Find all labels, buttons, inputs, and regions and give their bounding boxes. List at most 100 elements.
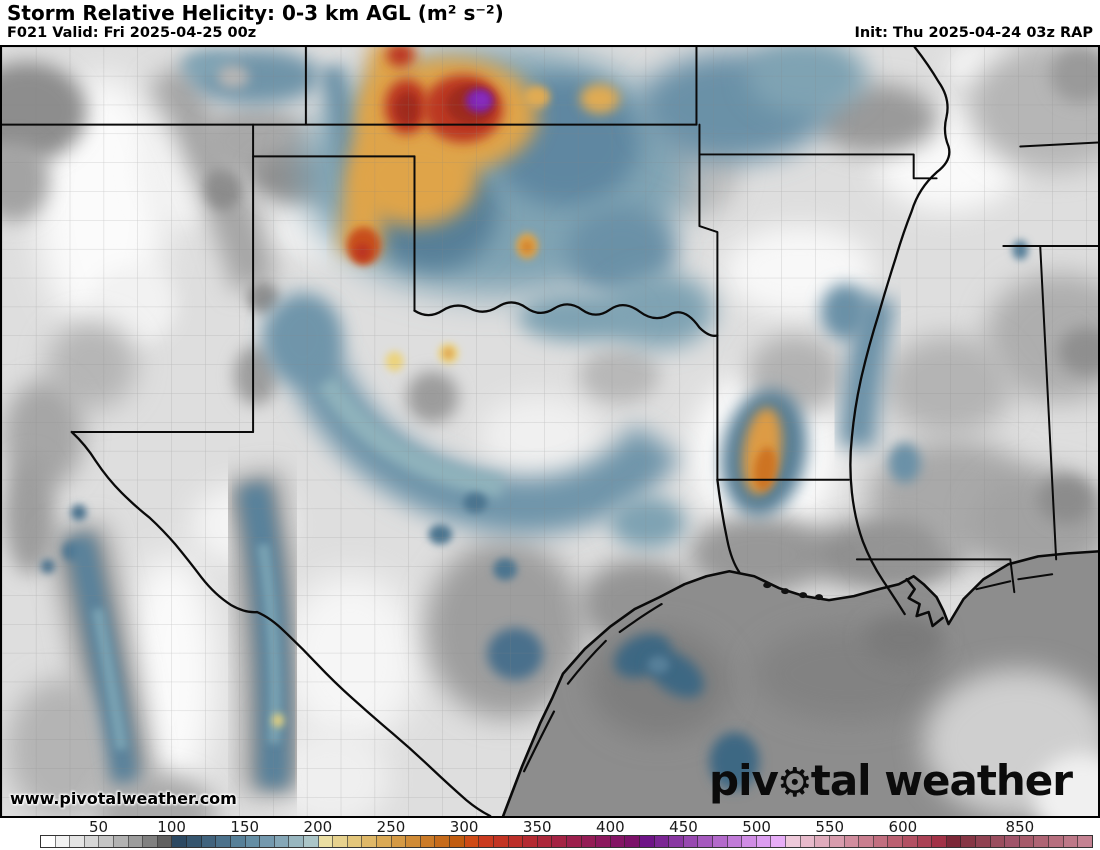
colorbar-cell xyxy=(698,836,714,847)
colorbar-tick-label: 200 xyxy=(303,818,333,836)
colorbar-tick-label: 550 xyxy=(815,818,845,836)
colorbar-cell xyxy=(289,836,304,847)
colorbar-cell xyxy=(639,836,655,847)
pivotal-weather-logo: piv⚙tal weather xyxy=(709,760,1073,804)
colorbar-cell xyxy=(157,836,173,847)
colorbar-cell xyxy=(55,836,71,847)
colorbar-tick-labels: 50 100 150 200 250 300 350 400 450 500 550 600 850 xyxy=(40,818,1093,836)
colorbar-cell xyxy=(493,836,509,847)
colorbar-cell xyxy=(756,836,772,847)
colorbar-cell xyxy=(990,836,1006,847)
colorbar-cell xyxy=(479,836,494,847)
page-title: Storm Relative Helicity: 0-3 km AGL (m² … xyxy=(7,1,504,25)
colorbar-cell xyxy=(303,836,319,847)
colorbar-cell xyxy=(362,836,378,847)
colorbar-cell xyxy=(201,836,217,847)
colorbar-cell xyxy=(552,836,567,847)
colorbar-cell xyxy=(1078,836,1092,847)
rivers xyxy=(70,47,951,816)
colorbar-tick-label: 850 xyxy=(1005,818,1035,836)
colorbar-cell xyxy=(230,836,246,847)
colorbar-cell xyxy=(829,836,845,847)
colorbar-cell xyxy=(41,836,56,847)
header: Storm Relative Helicity: 0-3 km AGL (m² … xyxy=(0,0,1100,45)
watermark-url: www.pivotalweather.com xyxy=(10,789,237,808)
colorbar-cell xyxy=(815,836,830,847)
colorbar-cell xyxy=(596,836,611,847)
valid-time-label: F021 Valid: Fri 2025-04-25 00z xyxy=(7,25,257,41)
colorbar-cell xyxy=(771,836,787,847)
colorbar-cell xyxy=(84,836,100,847)
colorbar-cell xyxy=(537,836,553,847)
colorbar-cell xyxy=(669,836,684,847)
map-image: www.pivotalweather.com piv⚙tal weather xyxy=(0,45,1100,818)
colorbar-cell xyxy=(143,836,158,847)
colorbar-tick-label: 150 xyxy=(230,818,260,836)
colorbar-cell xyxy=(683,836,699,847)
colorbar-cell xyxy=(786,836,801,847)
colorbar-cell xyxy=(391,836,407,847)
logo-text-pre: piv xyxy=(709,756,779,805)
colorbar-cell xyxy=(654,836,670,847)
colorbar-cell xyxy=(610,836,626,847)
colorbar-cell xyxy=(128,836,144,847)
colorbar: 50 100 150 200 250 300 350 400 450 500 550 600 850 xyxy=(0,818,1100,850)
colorbar-cell xyxy=(274,836,290,847)
colorbar-cell xyxy=(260,836,275,847)
colorbar-cell xyxy=(464,836,480,847)
colorbar-cell xyxy=(932,836,947,847)
colorbar-cell xyxy=(917,836,933,847)
colorbar-tick-label: 400 xyxy=(596,818,625,836)
colorbar-tick-label: 50 xyxy=(88,818,109,836)
colorbar-tick-label: 450 xyxy=(669,818,698,836)
colorbar-cell xyxy=(114,836,129,847)
colorbar-cell xyxy=(172,836,188,847)
colorbar-cell xyxy=(1049,836,1064,847)
colorbar-cell xyxy=(742,836,757,847)
colorbar-tick-label: 300 xyxy=(449,818,479,836)
init-time-label: Init: Thu 2025-04-24 03z RAP xyxy=(854,25,1093,41)
colorbar-tick-label: 350 xyxy=(522,818,552,836)
gulf-water xyxy=(503,551,1098,816)
colorbar-cell xyxy=(420,836,436,847)
colorbar-cell xyxy=(727,836,743,847)
colorbar-cell xyxy=(1005,836,1020,847)
colorbar-cell xyxy=(347,836,363,847)
colorbar-tick-label: 100 xyxy=(157,818,186,836)
colorbar-cell xyxy=(844,836,860,847)
colorbar-tick-label: 500 xyxy=(742,818,771,836)
colorbar-cell xyxy=(333,836,348,847)
colorbar-cell xyxy=(1034,836,1050,847)
colorbar-cell xyxy=(406,836,421,847)
colorbar-cell xyxy=(435,836,451,847)
colorbar-cell xyxy=(902,836,918,847)
colorbar-cell xyxy=(99,836,115,847)
colorbar-cell xyxy=(800,836,816,847)
coastline xyxy=(501,550,1098,816)
colorbar-cell xyxy=(566,836,582,847)
colorbar-cell xyxy=(625,836,640,847)
colorbar-tick-label: 600 xyxy=(888,818,918,836)
colorbar-cell xyxy=(216,836,231,847)
colorbar-cell xyxy=(1063,836,1079,847)
colorbar-cell xyxy=(873,836,889,847)
colorbar-cells xyxy=(40,835,1093,848)
logo-text-post: tal weather xyxy=(810,756,1073,805)
colorbar-cell xyxy=(888,836,903,847)
colorbar-cell xyxy=(187,836,202,847)
colorbar-cell xyxy=(1019,836,1035,847)
colorbar-cell xyxy=(70,836,85,847)
colorbar-cell xyxy=(523,836,538,847)
colorbar-cell xyxy=(713,836,728,847)
colorbar-cell xyxy=(581,836,597,847)
colorbar-cell xyxy=(318,836,334,847)
gear-icon: ⚙ xyxy=(776,760,813,806)
colorbar-cell xyxy=(508,836,524,847)
srh-field-svg xyxy=(2,47,1098,816)
colorbar-cell xyxy=(946,836,962,847)
colorbar-cell xyxy=(961,836,976,847)
colorbar-tick-label: 250 xyxy=(376,818,406,836)
state-borders xyxy=(2,47,1098,594)
colorbar-cell xyxy=(859,836,874,847)
